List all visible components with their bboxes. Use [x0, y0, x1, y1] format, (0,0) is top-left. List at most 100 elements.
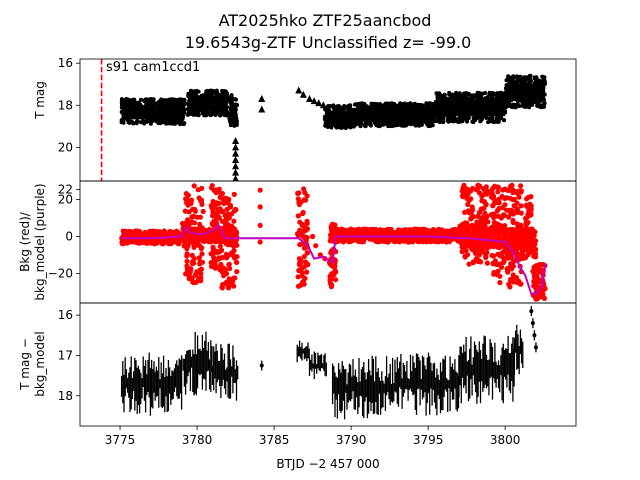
mag-point [142, 121, 147, 126]
bkg-point [386, 230, 392, 236]
bkg-point [479, 248, 485, 254]
bkg-point [130, 238, 136, 244]
mag-point [488, 116, 493, 121]
bkg-point [193, 279, 199, 285]
mag-point [506, 103, 511, 108]
bkg-point [461, 182, 467, 188]
mag-point-cluster [229, 102, 238, 120]
bkg-point [462, 253, 468, 259]
bkg-point [501, 249, 507, 255]
bkg-point [199, 251, 205, 257]
mag-point [525, 77, 530, 82]
bkg-point [211, 254, 217, 260]
bkg-point [213, 190, 219, 196]
bkg-point [233, 228, 239, 234]
mag-point [121, 120, 126, 125]
bkg-point [493, 260, 499, 266]
bkg-point [502, 202, 508, 208]
bkg-point [485, 219, 491, 225]
bkg-point [532, 264, 538, 270]
mag-point-cluster [354, 109, 436, 122]
bkg-y-tick-label: −20 [48, 266, 73, 280]
mag-point [306, 94, 314, 102]
bkg-point [466, 261, 472, 267]
mag-point [166, 99, 171, 104]
mag-point [120, 98, 124, 102]
bkg-model-line [121, 223, 547, 295]
bkg-point [223, 212, 229, 218]
mag-point [217, 112, 222, 117]
mag-point [511, 78, 515, 83]
mag-point [385, 103, 390, 107]
bkg-point [224, 229, 231, 235]
bkg-point [504, 195, 510, 201]
bkg-point [217, 243, 223, 249]
bkg-point [182, 208, 188, 214]
bkg-point [196, 255, 202, 261]
bkg-point [121, 233, 128, 239]
bkg-point [184, 200, 190, 206]
bkg-point [494, 207, 501, 214]
bkg-point [540, 294, 546, 300]
bkg-point [301, 228, 307, 234]
bkg-point [479, 198, 485, 204]
bkg-point [484, 260, 490, 266]
mag-point [496, 93, 501, 98]
bkg-point [297, 219, 303, 225]
bkg-point [183, 191, 189, 197]
bkg-point [491, 219, 497, 225]
bkg-point [370, 226, 376, 232]
mag-point [530, 101, 534, 106]
mag-point [428, 123, 433, 128]
bkg-point [514, 200, 520, 206]
mag-point [337, 125, 342, 130]
bkg-point [523, 227, 529, 233]
mag-point [148, 121, 153, 126]
figure-title-line1: AT2025hko ZTF25aancbod [219, 11, 432, 30]
bkg-point [478, 259, 484, 265]
bkg-point [188, 266, 194, 272]
mag-point [399, 123, 404, 128]
mag-point [154, 118, 159, 123]
bkg-point [518, 251, 525, 257]
mag-point [513, 105, 518, 110]
bkg-point [476, 190, 483, 196]
bkg-point [468, 196, 474, 202]
bkg-point [510, 272, 516, 278]
mag-point [209, 88, 214, 93]
bkg-point [191, 220, 197, 226]
bkg-point [490, 243, 497, 250]
bkg-point [361, 228, 367, 234]
bkg-point [226, 282, 232, 288]
mag-point [225, 109, 230, 114]
mag-point [527, 104, 532, 109]
bkg-point [194, 227, 201, 233]
bkg-point [333, 277, 339, 283]
bkg-point [482, 214, 488, 220]
bkg-point [234, 259, 240, 265]
mag-point [176, 101, 181, 106]
mag-point [391, 105, 396, 110]
bkg-point [155, 231, 161, 237]
bkg-point [481, 243, 487, 249]
bkg-point [501, 212, 508, 218]
bkg-point [495, 200, 501, 206]
bkg-point [510, 217, 516, 224]
bkg-point [473, 230, 479, 236]
bkg-point [411, 231, 418, 237]
mag-point [399, 102, 404, 107]
bkg-point [508, 183, 514, 189]
bkg-point [341, 228, 348, 234]
bkg-point [515, 231, 521, 238]
mag-point [447, 92, 452, 97]
bkg-point [299, 280, 305, 286]
mag-point [180, 100, 185, 105]
mag-point [405, 102, 410, 107]
bkg-plot-area [119, 182, 548, 302]
bkg-point [199, 225, 205, 231]
bkg-point [518, 244, 524, 250]
bkg-point [504, 207, 510, 213]
bkg-point [168, 240, 174, 247]
bkg-point [420, 231, 426, 237]
